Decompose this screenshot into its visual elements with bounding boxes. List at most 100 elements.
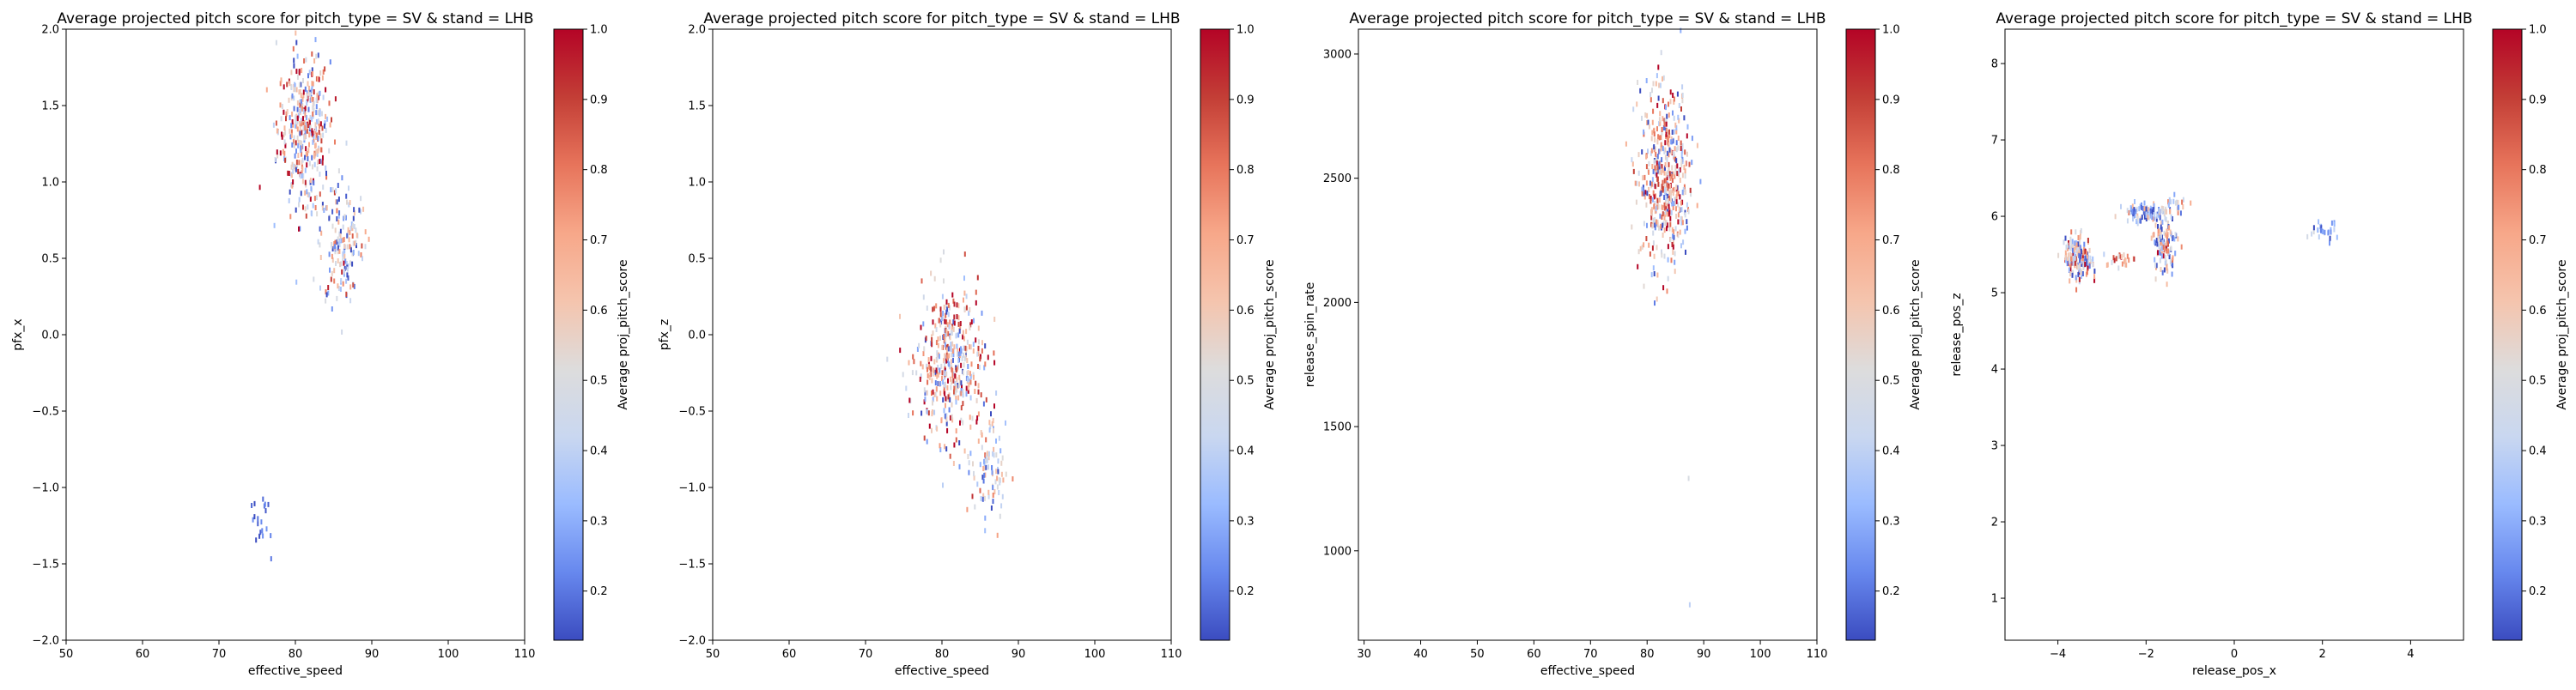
scatter-point [1639,88,1642,94]
scatter-point [1673,234,1675,240]
scatter-point [2159,257,2161,263]
scatter-point [342,251,344,257]
scatter-point [2160,251,2163,257]
scatter-point [2113,257,2116,263]
scatter-point [952,352,955,358]
scatter-point [2163,247,2166,253]
scatter-point [301,68,303,73]
scatter-point [2177,236,2179,242]
scatter-point [309,115,312,120]
scatter-point [2141,204,2142,210]
scatter-point [311,51,313,57]
scatter-point [1643,283,1645,289]
scatter-point [1660,170,1662,176]
scatter-point [957,364,959,370]
scatter-point [1668,132,1671,138]
scatter-point [995,390,998,396]
x-axis-label: effective_speed [248,664,343,678]
scatter-point [954,390,957,396]
scatter-point [942,379,945,385]
scatter-point [1666,113,1668,119]
scatter-point [1684,189,1686,195]
scatter-point [1686,151,1688,157]
scatter-point [308,160,311,166]
scatter-point [2123,258,2125,264]
scatter-point [945,396,948,402]
scatter-point [306,90,308,96]
scatter-point [1675,147,1678,153]
scatter-point [2154,263,2157,268]
scatter-point [925,336,927,342]
scatter-point [2068,267,2070,273]
scatter-point [941,344,944,350]
scatter-point [283,84,285,90]
scatter-point [294,87,296,93]
scatter-point [1661,157,1663,163]
scatter-point [926,409,928,415]
scatter-point [2155,263,2158,269]
scatter-point [957,395,960,401]
x-tick-label: −4 [2050,648,2066,661]
scatter-point [977,325,980,331]
scatter-point [975,337,977,343]
scatter-point [933,391,936,397]
scatter-point [295,87,298,93]
scatter-point [2170,199,2172,205]
scatter-point [1648,187,1650,192]
scatter-point [1637,263,1639,269]
scatter-point [1673,229,1675,235]
colorbar-frame [2492,28,2523,641]
scatter-point [969,379,972,385]
scatter-point [299,89,301,94]
scatter-point [992,493,994,498]
scatter-point [306,150,308,156]
scatter-point [295,30,297,36]
scatter-point [2125,262,2128,268]
scatter-point [956,343,958,349]
scatter-point [258,533,261,539]
scatter-point [2158,250,2160,256]
scatter-point [1658,169,1661,175]
scatter-point [2078,252,2081,258]
scatter-point [280,116,283,122]
scatter-point [958,463,961,469]
scatter-point [337,258,339,263]
scatter-point [2139,218,2142,224]
scatter-point [1674,165,1677,171]
scatter-point [958,382,960,388]
scatter-point [295,119,297,125]
scatter-point [1647,148,1649,154]
scatter-point [1655,151,1657,157]
y-tick-label: 7 [1991,135,1998,148]
scatter-point [1645,154,1648,160]
y-axis-label: pfx_x [11,318,25,350]
scatter-point [1676,91,1679,97]
scatter-point [290,123,293,129]
scatter-point [969,395,972,401]
scatter-point [1687,475,1690,481]
scatter-point [988,427,991,433]
scatter-point [2167,238,2170,244]
y-tick-label: 6 [1991,211,1998,224]
scatter-point [1646,191,1649,197]
scatter-point [899,313,901,319]
scatter-point [1669,89,1672,95]
scatter-point [1657,203,1660,209]
scatter-point [298,202,300,208]
scatter-point [948,324,951,330]
scatter-point [957,358,960,364]
scatter-point [963,336,965,342]
scatter-point [963,352,964,358]
scatter-point [1670,139,1673,145]
scatter-point [329,122,331,128]
scatter-point [307,118,310,124]
scatter-point [959,321,962,326]
scatter-point [2069,245,2072,251]
scatter-point [927,379,929,385]
scatter-point [939,381,942,386]
scatter-point [969,344,972,350]
scatter-point [1677,191,1680,197]
scatter-point [955,428,957,434]
scatter-point [1662,179,1664,185]
scatter-point [928,374,931,380]
